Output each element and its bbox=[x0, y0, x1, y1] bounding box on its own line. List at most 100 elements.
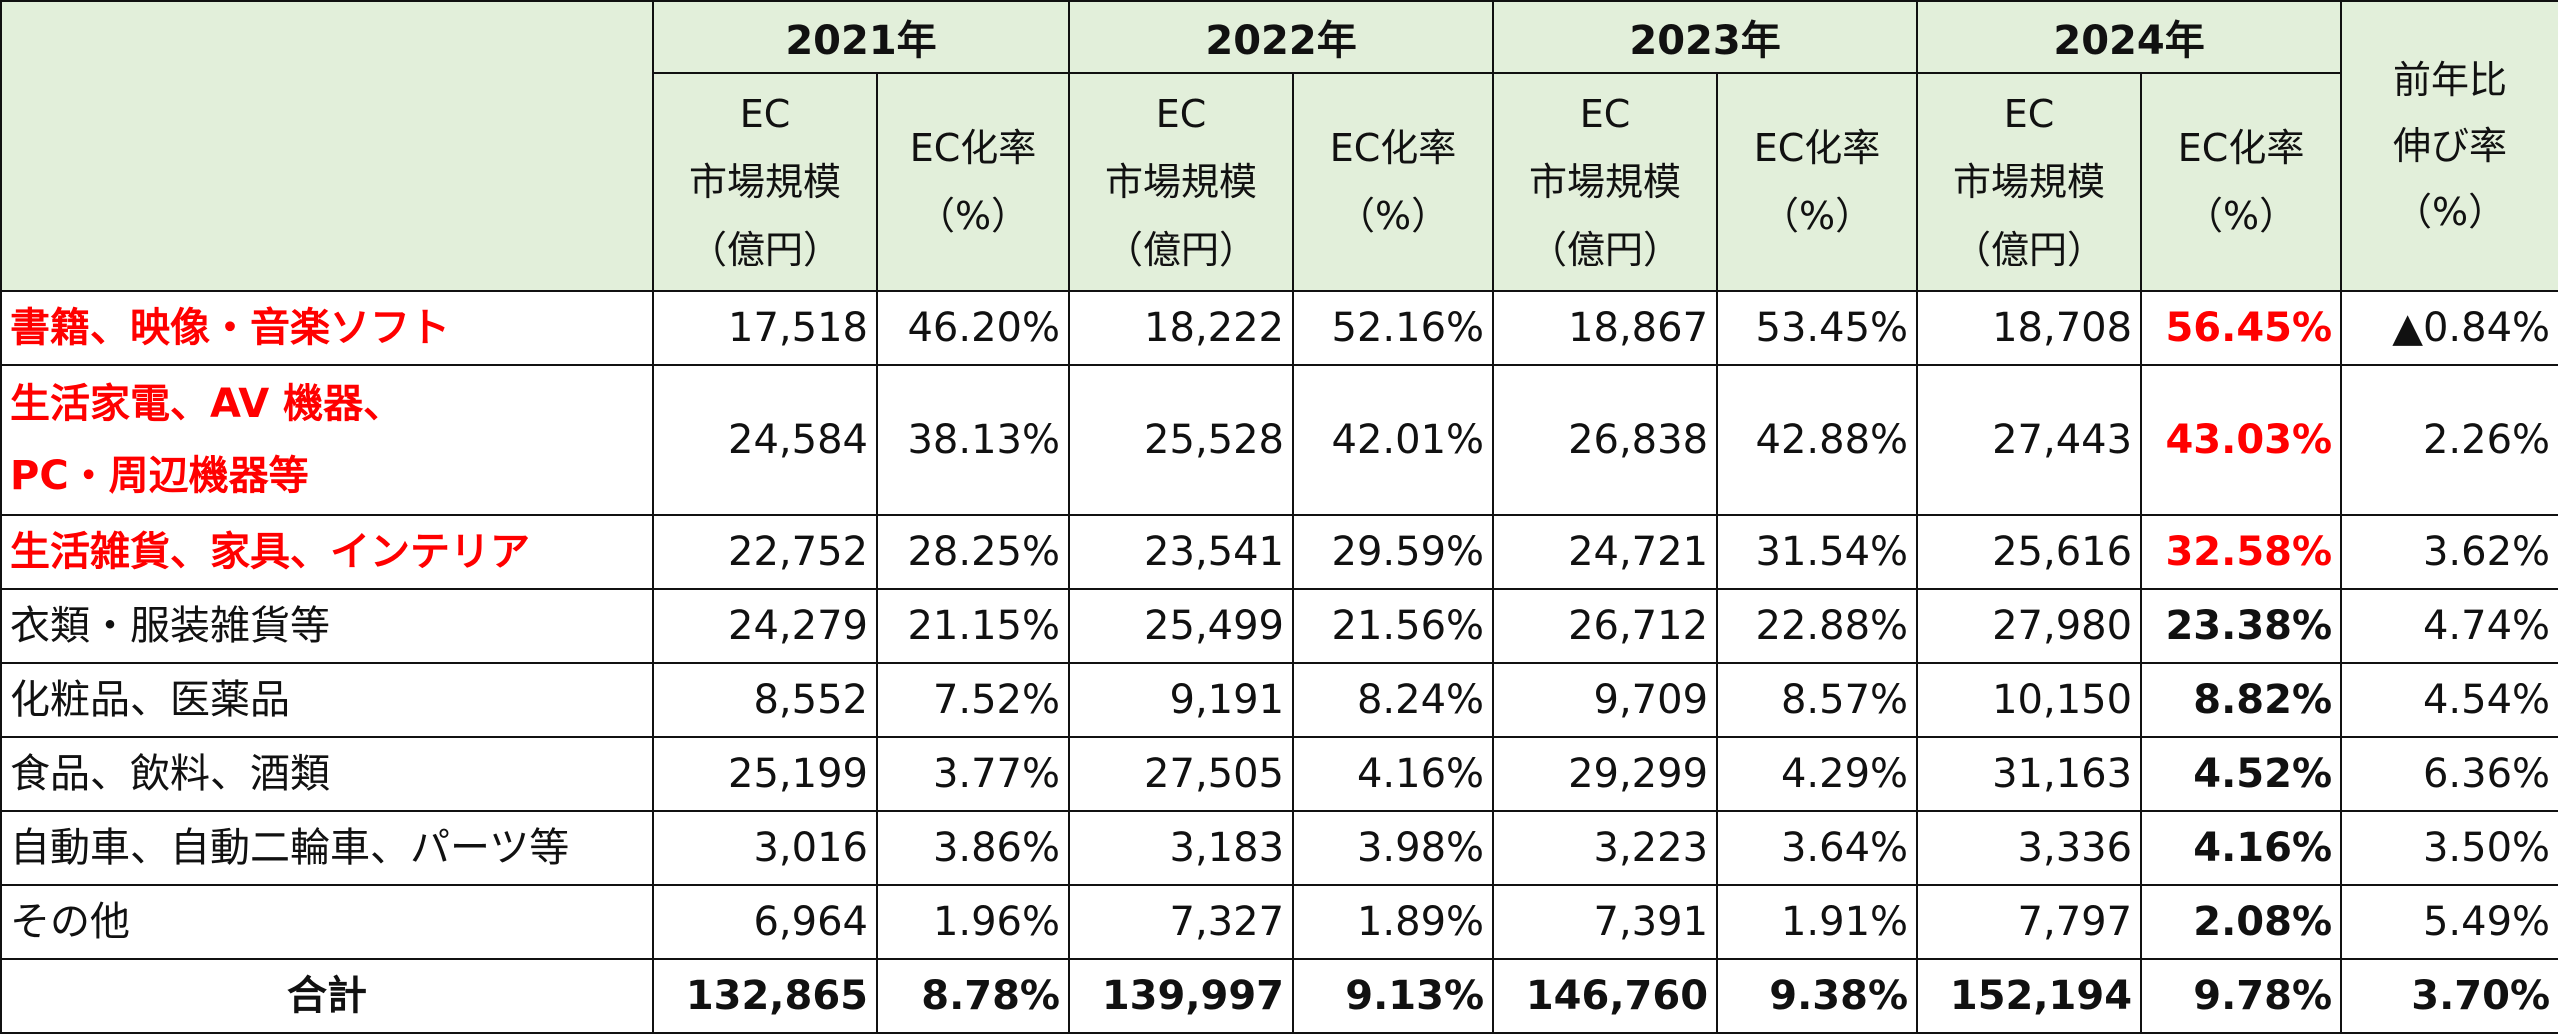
market-size-cell: 9,191 bbox=[1068, 662, 1295, 738]
market-size-cell: 3,223 bbox=[1492, 810, 1719, 886]
ec-rate-cell: 3.77% bbox=[875, 736, 1071, 812]
ec-rate-cell: 3.86% bbox=[875, 810, 1071, 886]
market-size-cell: 25,616 bbox=[1916, 514, 2143, 590]
ec-rate-cell: 31.54% bbox=[1716, 514, 1919, 590]
market-size-header: EC 市場規模 （億円） bbox=[1068, 72, 1295, 292]
market-size-cell: 9,709 bbox=[1492, 662, 1719, 738]
ec-rate-header: EC化率 （%） bbox=[1716, 72, 1919, 292]
market-size-cell: 7,391 bbox=[1492, 884, 1719, 960]
market-size-cell: 3,183 bbox=[1068, 810, 1295, 886]
ec-rate-cell: 56.45% bbox=[2140, 290, 2343, 366]
market-size-cell: 27,980 bbox=[1916, 588, 2143, 664]
market-size-cell: 26,838 bbox=[1492, 364, 1719, 516]
market-size-cell: 27,443 bbox=[1916, 364, 2143, 516]
market-size-cell: 10,150 bbox=[1916, 662, 2143, 738]
ec-rate-cell: 3.98% bbox=[1292, 810, 1495, 886]
market-size-cell: 7,327 bbox=[1068, 884, 1295, 960]
ec-rate-cell: 4.29% bbox=[1716, 736, 1919, 812]
ec-rate-cell: 42.88% bbox=[1716, 364, 1919, 516]
market-size-cell: 29,299 bbox=[1492, 736, 1719, 812]
category-label: 化粧品、医薬品 bbox=[0, 662, 654, 738]
market-size-header: EC 市場規模 （億円） bbox=[1916, 72, 2143, 292]
market-size-cell: 25,199 bbox=[652, 736, 878, 812]
category-label: その他 bbox=[0, 884, 654, 960]
ec-rate-cell: 1.96% bbox=[875, 884, 1071, 960]
growth-rate-header: 前年比 伸び率 （%） bbox=[2340, 0, 2558, 292]
year-header-2021: 2021年 bbox=[651, 0, 1071, 74]
category-label: 書籍、映像・音楽ソフト bbox=[0, 290, 654, 366]
ec-rate-cell: 22.88% bbox=[1716, 588, 1919, 664]
ec-rate-cell: 46.20% bbox=[875, 290, 1071, 366]
market-size-cell: 7,797 bbox=[1916, 884, 2143, 960]
category-label: 自動車、自動二輪車、パーツ等 bbox=[0, 810, 654, 886]
category-label: 衣類・服装雑貨等 bbox=[0, 588, 654, 664]
growth-rate-cell: ▲0.84% bbox=[2340, 290, 2558, 366]
ec-rate-cell: 4.52% bbox=[2140, 736, 2343, 812]
total-row: 合計 132,865 8.78% 139,997 9.13% 146,760 9.38% 15… bbox=[0, 958, 2558, 1034]
ec-rate-header: EC化率 （%） bbox=[875, 72, 1071, 292]
growth-rate-cell: 3.50% bbox=[2340, 810, 2558, 886]
ec-rate-cell: 4.16% bbox=[2140, 810, 2343, 886]
market-size-cell: 27,505 bbox=[1068, 736, 1295, 812]
table-row: 衣類・服装雑貨等 24,279 21.15% 25,499 21.56% 26,712 22… bbox=[0, 588, 2558, 664]
ec-rate-header: EC化率 （%） bbox=[1292, 72, 1495, 292]
growth-rate-cell: 4.54% bbox=[2340, 662, 2558, 738]
ec-rate-cell: 9.13% bbox=[1292, 958, 1495, 1034]
ec-rate-cell: 8.24% bbox=[1292, 662, 1495, 738]
market-size-cell: 22,752 bbox=[652, 514, 878, 590]
market-size-cell: 18,708 bbox=[1916, 290, 2143, 366]
category-label: 生活雑貨、家具、インテリア bbox=[0, 514, 654, 590]
market-size-header: EC 市場規模 （億円） bbox=[652, 72, 878, 292]
growth-rate-cell: 3.62% bbox=[2340, 514, 2558, 590]
market-size-cell: 139,997 bbox=[1068, 958, 1295, 1034]
ec-rate-cell: 43.03% bbox=[2140, 364, 2343, 516]
year-header-2024: 2024年 bbox=[1916, 0, 2343, 74]
ec-rate-cell: 21.15% bbox=[875, 588, 1071, 664]
ec-rate-cell: 21.56% bbox=[1292, 588, 1495, 664]
market-size-cell: 25,528 bbox=[1068, 364, 1295, 516]
ec-rate-cell: 3.64% bbox=[1716, 810, 1919, 886]
ec-rate-cell: 52.16% bbox=[1292, 290, 1495, 366]
table-row: 生活家電、AV 機器、 PC・周辺機器等 24,584 38.13% 25,528 42… bbox=[0, 364, 2558, 516]
ec-rate-cell: 4.16% bbox=[1292, 736, 1495, 812]
ec-rate-cell: 53.45% bbox=[1716, 290, 1919, 366]
growth-rate-cell: 6.36% bbox=[2340, 736, 2558, 812]
market-size-cell: 8,552 bbox=[652, 662, 878, 738]
growth-rate-cell: 3.70% bbox=[2340, 958, 2558, 1034]
year-header-2022: 2022年 bbox=[1068, 0, 1495, 74]
market-size-cell: 146,760 bbox=[1492, 958, 1719, 1034]
market-size-cell: 24,721 bbox=[1492, 514, 1719, 590]
market-size-cell: 6,964 bbox=[652, 884, 878, 960]
ec-rate-cell: 8.57% bbox=[1716, 662, 1919, 738]
market-size-cell: 17,518 bbox=[652, 290, 878, 366]
ec-rate-cell: 23.38% bbox=[2140, 588, 2343, 664]
category-label: 生活家電、AV 機器、 PC・周辺機器等 bbox=[0, 364, 654, 516]
market-size-cell: 26,712 bbox=[1492, 588, 1719, 664]
table-row: 自動車、自動二輪車、パーツ等 3,016 3.86% 3,183 3.98% 3,223 3… bbox=[0, 810, 2558, 886]
ec-rate-cell: 2.08% bbox=[2140, 884, 2343, 960]
year-header-2023: 2023年 bbox=[1492, 0, 1919, 74]
table-row: 化粧品、医薬品 8,552 7.52% 9,191 8.24% 9,709 8.57% 10,… bbox=[0, 662, 2558, 738]
growth-rate-cell: 5.49% bbox=[2340, 884, 2558, 960]
ec-rate-cell: 1.89% bbox=[1292, 884, 1495, 960]
ec-rate-cell: 29.59% bbox=[1292, 514, 1495, 590]
market-size-cell: 152,194 bbox=[1916, 958, 2143, 1034]
market-size-cell: 18,867 bbox=[1492, 290, 1719, 366]
ec-rate-cell: 1.91% bbox=[1716, 884, 1919, 960]
growth-rate-cell: 2.26% bbox=[2340, 364, 2558, 516]
market-size-cell: 24,279 bbox=[652, 588, 878, 664]
ec-rate-cell: 28.25% bbox=[875, 514, 1071, 590]
ec-rate-cell: 8.78% bbox=[875, 958, 1071, 1034]
ec-rate-cell: 42.01% bbox=[1292, 364, 1495, 516]
market-size-cell: 31,163 bbox=[1916, 736, 2143, 812]
market-size-cell: 132,865 bbox=[652, 958, 878, 1034]
table-row: 書籍、映像・音楽ソフト 17,518 46.20% 18,222 52.16% 18,86… bbox=[0, 290, 2558, 366]
table-row: その他 6,964 1.96% 7,327 1.89% 7,391 1.91% 7,797 2.… bbox=[0, 884, 2558, 960]
total-label: 合計 bbox=[0, 958, 654, 1034]
ec-rate-cell: 9.78% bbox=[2140, 958, 2343, 1034]
table-row: 生活雑貨、家具、インテリア 22,752 28.25% 23,541 29.59% 24,… bbox=[0, 514, 2558, 590]
market-size-cell: 23,541 bbox=[1068, 514, 1295, 590]
market-size-cell: 24,584 bbox=[652, 364, 878, 516]
category-label: 食品、飲料、酒類 bbox=[0, 736, 654, 812]
